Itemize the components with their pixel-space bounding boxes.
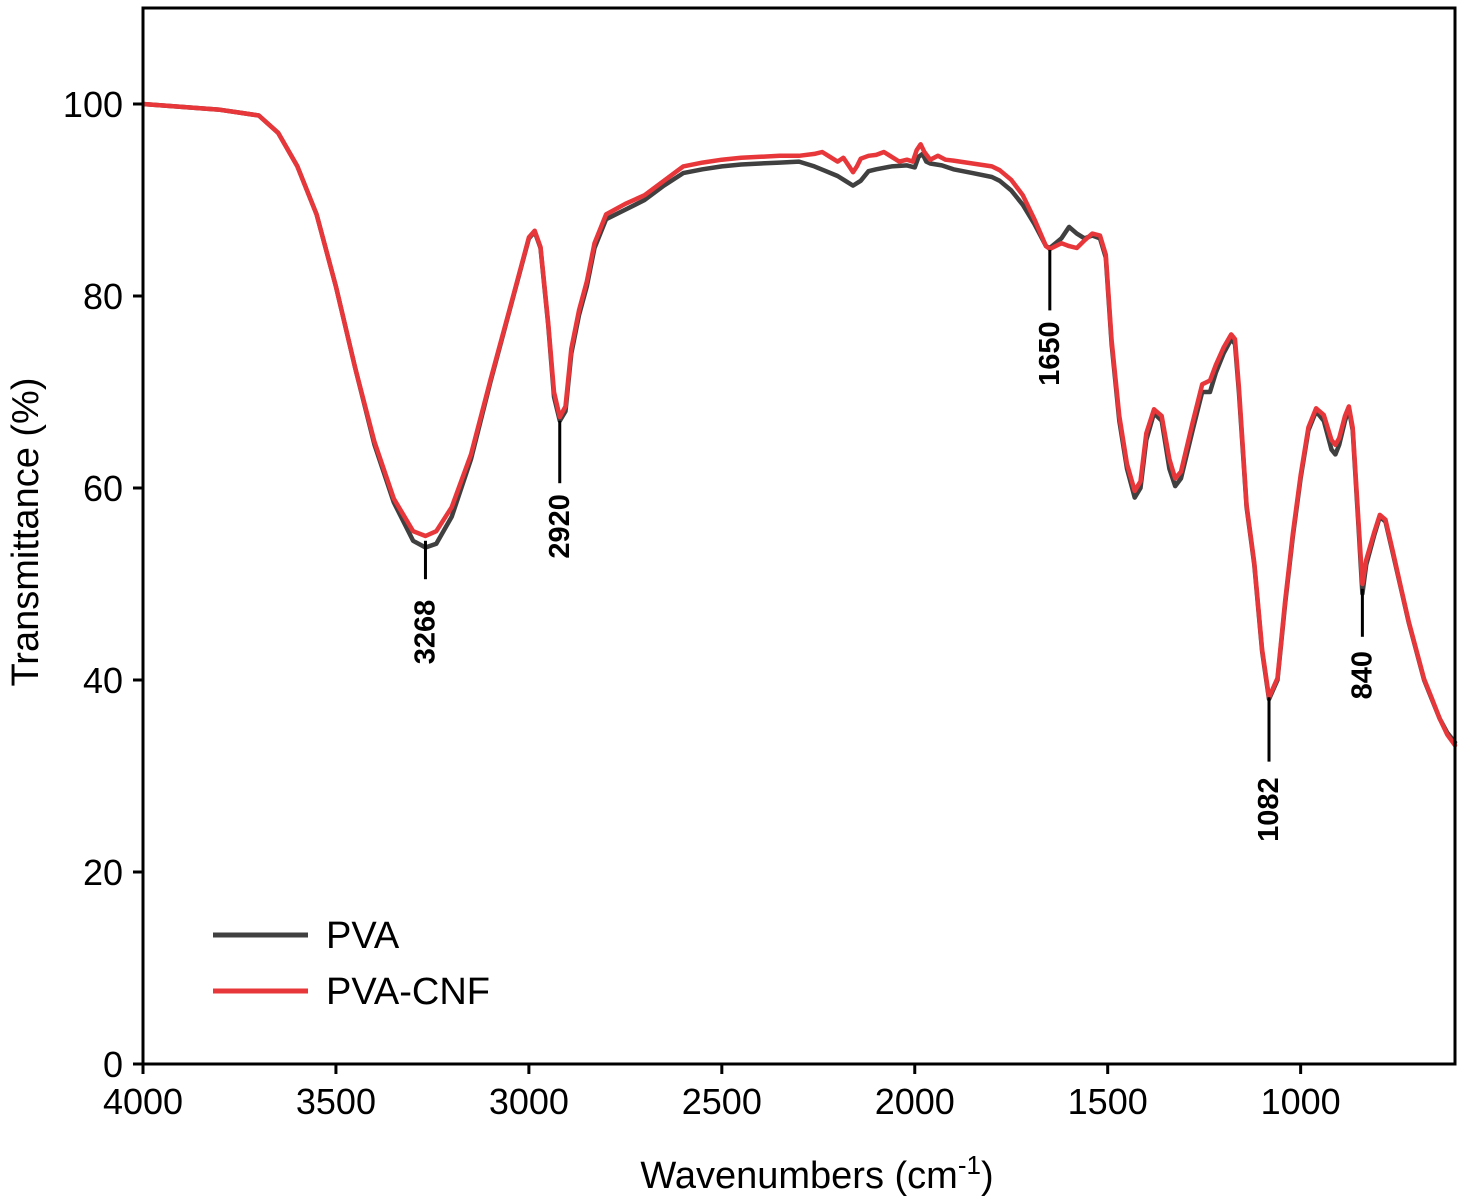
annotation-group: 3268 2920 1650 1082 840: [410, 249, 1378, 842]
x-axis-title: Wavenumbers (cm-1): [640, 1150, 993, 1197]
peak-label-2920: 2920: [544, 494, 576, 559]
legend-label-pva: PVA: [326, 915, 400, 957]
x-tick-label-3500: 3500: [296, 1081, 376, 1122]
series-group: [140, 101, 1458, 748]
peak-label-1650: 1650: [1034, 321, 1066, 386]
x-tick-label-1500: 1500: [1068, 1081, 1148, 1122]
x-axis-title-close: ): [981, 1155, 994, 1197]
y-tick-label-20: 20: [83, 852, 123, 893]
x-tick-label-2500: 2500: [682, 1081, 762, 1122]
x-tick-label-3000: 3000: [489, 1081, 569, 1122]
y-tick-label-0: 0: [103, 1044, 123, 1085]
plot-frame: [141, 6, 1457, 1066]
series-line-pva-cnf: [140, 101, 1458, 748]
peak-label-840: 840: [1346, 651, 1378, 699]
peak-label-3268: 3268: [410, 600, 442, 665]
peak-label-1082: 1082: [1253, 777, 1285, 842]
x-tick-label-4000: 4000: [103, 1081, 183, 1122]
axes-group: 4000 3500 3000 2500 2000 1500 1000 0 20 40 60 80 100: [63, 84, 1341, 1122]
legend-label-pva-cnf: PVA-CNF: [326, 971, 490, 1013]
x-axis-title-main: Wavenumbers (cm: [640, 1155, 957, 1197]
y-tick-label-40: 40: [83, 660, 123, 701]
y-tick-label-80: 80: [83, 276, 123, 317]
x-tick-label-2000: 2000: [875, 1081, 955, 1122]
x-tick-label-1000: 1000: [1261, 1081, 1341, 1122]
y-axis-title: Transmittance (%): [5, 378, 47, 687]
x-axis-title-superscript: -1: [958, 1150, 981, 1180]
y-tick-label-60: 60: [83, 468, 123, 509]
legend: PVA PVA-CNF: [213, 915, 490, 1013]
y-tick-label-100: 100: [63, 84, 123, 125]
